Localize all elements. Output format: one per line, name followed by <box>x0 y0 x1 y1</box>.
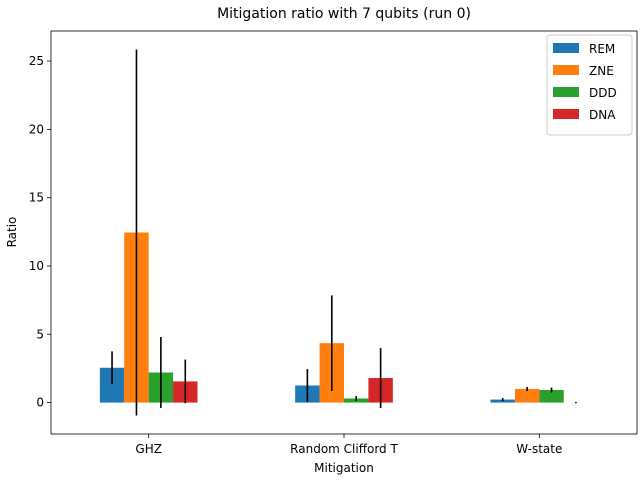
legend-swatch-zne <box>553 65 579 75</box>
chart-title: Mitigation ratio with 7 qubits (run 0) <box>217 6 471 22</box>
y-axis-label: Ratio <box>5 217 19 248</box>
y-tick-label-0: 0 <box>36 396 44 410</box>
legend-swatch-ddd <box>553 87 579 97</box>
x-tick-label-2: W-state <box>516 442 562 456</box>
legend-swatch-dna <box>553 109 579 119</box>
y-tick-label-10: 10 <box>29 259 44 273</box>
y-axis: 0 5 10 15 20 25 <box>29 54 51 410</box>
legend-swatch-rem <box>553 43 579 53</box>
legend-label-dna: DNA <box>589 108 616 122</box>
y-tick-label-15: 15 <box>29 191 44 205</box>
x-tick-label-0: GHZ <box>135 442 162 456</box>
x-tick-label-1: Random Clifford T <box>290 442 398 456</box>
y-tick-label-25: 25 <box>29 54 44 68</box>
plot-area <box>99 49 577 416</box>
legend: REM ZNE DDD DNA <box>546 34 633 136</box>
y-tick-label-20: 20 <box>29 122 44 136</box>
bar-ddd-2 <box>539 390 564 403</box>
bar-zne-2 <box>514 388 540 403</box>
x-axis-label: Mitigation <box>314 461 374 475</box>
x-axis: GHZ Random Clifford T W-state <box>135 434 562 456</box>
y-tick-label-5: 5 <box>36 327 44 341</box>
legend-label-rem: REM <box>589 42 615 56</box>
legend-label-zne: ZNE <box>589 64 614 78</box>
legend-label-ddd: DDD <box>589 86 617 100</box>
